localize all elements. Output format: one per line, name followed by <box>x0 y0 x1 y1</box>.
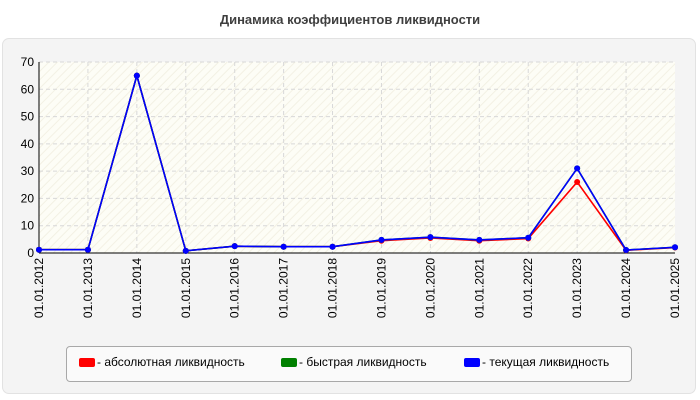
data-point-2 <box>476 236 483 243</box>
x-tick-label: 01.01.2017 <box>277 258 291 318</box>
chart-title: Динамика коэффициентов ликвидности <box>219 12 481 27</box>
data-point-2 <box>182 247 189 254</box>
y-tick-label: 0 <box>27 246 34 260</box>
data-point-2 <box>623 246 630 253</box>
legend-item-current: - текущая ликвидность <box>464 355 609 369</box>
x-tick-label: 01.01.2021 <box>472 258 486 318</box>
data-point-2 <box>329 243 336 250</box>
y-tick-label: 40 <box>21 137 35 151</box>
x-tick-label: 01.01.2025 <box>668 258 682 318</box>
x-tick-label: 01.01.2015 <box>179 258 193 318</box>
x-tick-label: 01.01.2024 <box>619 258 633 318</box>
legend-swatch-green <box>281 357 297 367</box>
y-tick-label: 60 <box>21 82 35 96</box>
legend-swatch-red <box>79 357 95 367</box>
legend-label: - быстрая ликвидность <box>299 355 427 369</box>
y-tick-label: 70 <box>21 55 35 69</box>
legend-label: - абсолютная ликвидность <box>97 355 245 369</box>
data-point-2 <box>280 243 287 250</box>
y-tick-label: 20 <box>21 191 35 205</box>
data-point-2 <box>378 236 385 243</box>
x-tick-label: 01.01.2020 <box>423 258 437 318</box>
series-line-2 <box>39 72 676 252</box>
x-tick-label: 01.01.2014 <box>130 258 144 318</box>
x-tick-label: 01.01.2012 <box>32 258 46 318</box>
data-point-2 <box>672 244 678 251</box>
data-point-2 <box>84 246 91 253</box>
plot-area <box>39 62 675 253</box>
legend-item-quick: - быстрая ликвидность <box>281 355 427 369</box>
data-point-2 <box>427 234 434 241</box>
legend-label: - текущая ликвидность <box>482 355 610 369</box>
data-point-0 <box>574 179 581 186</box>
y-tick-label: 50 <box>21 110 35 124</box>
data-point-2 <box>36 246 42 253</box>
data-point-2 <box>133 72 140 79</box>
data-point-2 <box>525 234 532 241</box>
x-tick-label: 01.01.2019 <box>374 258 388 318</box>
legend: - абсолютная ликвидность - быстрая ликви… <box>66 346 632 382</box>
x-tick-label: 01.01.2023 <box>570 258 584 318</box>
legend-swatch-blue <box>464 357 480 367</box>
legend-item-absolute: - абсолютная ликвидность <box>79 355 245 369</box>
data-point-2 <box>231 243 238 250</box>
x-tick-label: 01.01.2022 <box>521 258 535 318</box>
y-tick-label: 30 <box>21 164 35 178</box>
data-point-2 <box>574 165 581 172</box>
x-tick-label: 01.01.2016 <box>228 258 242 318</box>
x-tick-label: 01.01.2013 <box>81 258 95 318</box>
x-tick-label: 01.01.2018 <box>326 258 340 318</box>
y-tick-label: 10 <box>21 219 35 233</box>
